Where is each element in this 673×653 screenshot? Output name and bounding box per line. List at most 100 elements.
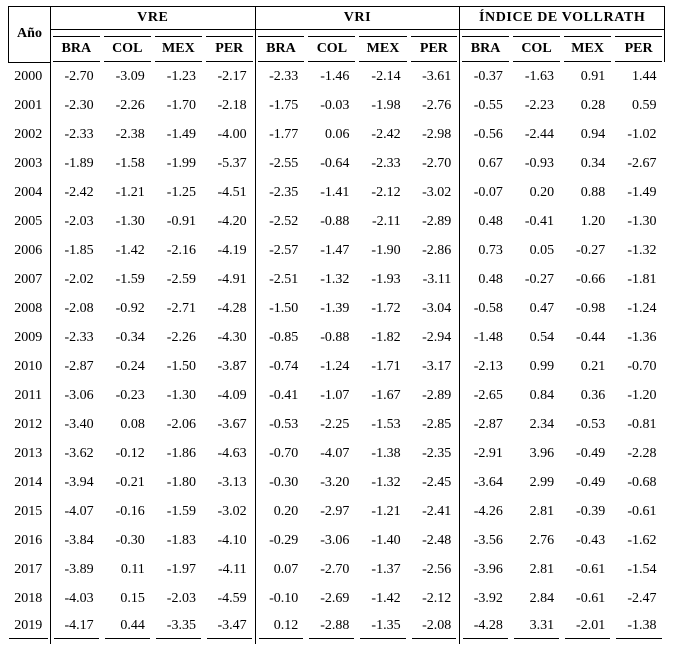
cell-number: 0.84 [529,387,555,403]
cell-number: -1.83 [166,532,196,548]
cell-number: -1.71 [371,358,401,374]
vre-col-value: -1.59 [102,265,153,294]
cell-number: -1.99 [166,155,196,171]
cell-number: -0.27 [524,271,555,287]
table-row: 2005 -2.03 -1.30 -0.91 -4.20 -2.52 -0.88 -2.11 -… [8,207,665,236]
cell-number: -4.59 [217,590,247,606]
cell-number: -2.45 [422,474,452,490]
year-value: 2013 [14,445,43,461]
cell-number: -2.86 [422,242,452,258]
cell-number: -1.70 [166,97,196,113]
cell-number: -4.28 [217,300,247,316]
cell-number: -2.71 [166,300,196,316]
cell-number: -1.93 [371,271,401,287]
cell-number: -2.35 [269,184,299,200]
cell-number: -1.49 [627,184,657,200]
vri-per-value: -2.08 [408,613,461,644]
vre-bra-value: -3.40 [51,410,102,439]
subheader-vri-per: PER [408,29,461,62]
vre-col-value: -0.24 [102,352,153,381]
cell-number: -0.58 [473,300,503,316]
cell-number: -3.89 [64,561,94,577]
table-row: 2012 -3.40 0.08 -2.06 -3.67 -0.53 -2.25 -1.53 -2… [8,410,665,439]
cell-number: -0.55 [473,97,503,113]
year-value: 2019 [8,618,48,639]
cell-number: -0.66 [576,271,606,287]
cell-number: -0.30 [269,474,299,490]
cell-number: -4.63 [217,445,247,461]
year-value: 2007 [14,271,43,287]
vre-bra-value: -3.06 [51,381,102,410]
cell-number: -1.46 [320,68,350,84]
vri-mex-value: -1.42 [357,584,408,613]
vollrath-bra-value: -3.96 [460,555,511,584]
vri-bra-value: -0.29 [255,526,306,555]
cell-number: -1.25 [166,184,196,200]
vre-mex-value: -1.80 [153,468,204,497]
cell-number: -0.07 [473,184,503,200]
vri-per-value: -3.61 [408,62,461,91]
vollrath-col-value: -2.44 [511,120,562,149]
subheader-label: PER [205,36,253,62]
vri-mex-value: -1.37 [357,555,408,584]
vollrath-mex-value: -0.39 [562,497,613,526]
cell-number: -2.70 [422,155,452,171]
vollrath-per-value: -2.67 [613,149,664,178]
vollrath-bra-value: -3.56 [460,526,511,555]
cell-number: -2.51 [269,271,299,287]
subheader-vre-col: COL [102,30,153,62]
cell-number: -2.48 [422,532,452,548]
vre-mex-value: -2.16 [153,236,204,265]
cell-number: -1.41 [320,184,350,200]
vri-mex-value: -1.67 [357,381,408,410]
vre-bra-value: -3.62 [51,439,102,468]
vollrath-bra-value: 0.48 [460,265,511,294]
vri-per-value: -3.17 [408,352,461,381]
vre-mex-value: -2.59 [153,265,204,294]
vre-col-value: -0.23 [102,381,153,410]
cell-number: -0.74 [269,358,299,374]
vollrath-per-value: 0.59 [613,91,664,120]
vri-col-value: -0.03 [306,91,357,120]
cell-number: 0.07 [273,561,299,577]
vre-mex-value: -0.91 [153,207,204,236]
cell-number: -5.37 [217,155,247,171]
vri-bra-value: 0.20 [255,497,306,526]
cell-number: -2.70 [64,68,94,84]
cell-number: -1.30 [115,213,145,229]
year-value: 2005 [14,213,43,229]
vre-mex-value: -1.86 [153,439,204,468]
cell-number: 0.94 [580,126,606,142]
year-value: 2012 [14,416,43,432]
vri-per-value: -3.02 [408,178,461,207]
cell-number: -1.32 [320,271,350,287]
vri-col-value: -1.32 [306,265,357,294]
year-cell: 2016 [8,526,51,555]
cell-number: -2.06 [166,416,196,432]
subheader-label: COL [103,36,151,62]
cell-number: -2.88 [309,618,355,639]
vollrath-per-value: -2.47 [613,584,664,613]
table-row: 2008 -2.08 -0.92 -2.71 -4.28 -1.50 -1.39 -1.72 -… [8,294,665,323]
cell-number: -2.41 [422,503,452,519]
cell-number: -2.23 [524,97,555,113]
cell-number: -0.98 [576,300,606,316]
cell-number: -3.04 [422,300,452,316]
year-cell: 2014 [8,468,51,497]
vollrath-per-value: -1.54 [613,555,664,584]
vri-mex-value: -2.14 [357,62,408,91]
year-value: 2018 [14,590,43,606]
table-row: 2015 -4.07 -0.16 -1.59 -3.02 0.20 -2.97 -1.21 -2… [8,497,665,526]
cell-number: -2.94 [422,329,452,345]
cell-number: -2.33 [64,126,94,142]
vre-bra-value: -2.02 [51,265,102,294]
cell-number: -0.53 [269,416,299,432]
vollrath-col-value: 0.54 [511,323,562,352]
cell-number: -2.91 [473,445,503,461]
table-row: 2019 -4.17 0.44 -3.35 -3.47 0.12 -2.88 -1.35 -2.… [8,613,665,644]
vollrath-mex-value: -0.53 [562,410,613,439]
cell-number: -0.10 [269,590,299,606]
cell-number: -2.42 [64,184,94,200]
cell-number: -1.54 [627,561,657,577]
